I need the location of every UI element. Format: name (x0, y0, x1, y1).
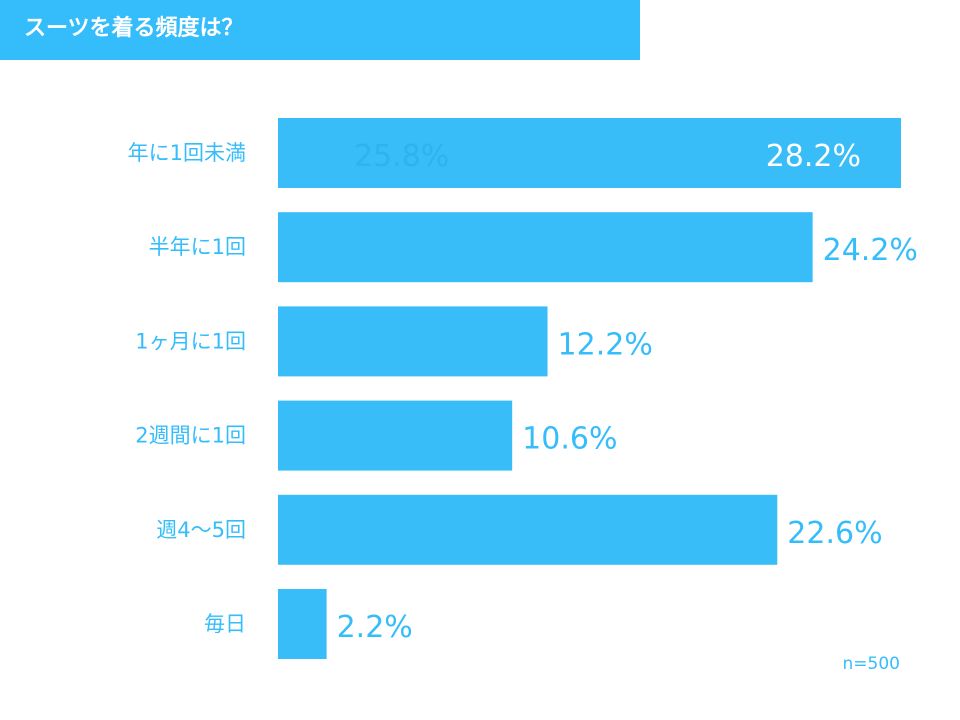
value-label: 12.2% (558, 327, 653, 362)
category-label: 2週間に1回 (135, 424, 246, 448)
value-label: 24.2% (823, 233, 918, 268)
value-label: 10.6% (522, 422, 617, 457)
ghost-value-label: 25.8% (354, 139, 449, 174)
chart-title: スーツを着る頻度は？ (24, 16, 244, 41)
bar (278, 306, 548, 377)
category-label: 毎日 (204, 612, 246, 636)
bar (278, 118, 901, 188)
value-label: 22.6% (787, 516, 882, 551)
sample-size-note: n=500 (842, 654, 900, 674)
category-label: 年に1回未満 (128, 141, 246, 165)
bar (278, 494, 778, 565)
value-label: 2.2% (337, 610, 413, 645)
category-label: 半年に1回 (149, 235, 246, 259)
bar (278, 589, 327, 659)
bar (278, 212, 813, 283)
bar (278, 400, 513, 471)
title-banner: スーツを着る頻度は？ (0, 0, 640, 60)
category-label: 1ヶ月に1回 (135, 329, 246, 353)
category-label: 週4～5回 (156, 518, 246, 542)
value-label: 28.2% (766, 139, 861, 174)
